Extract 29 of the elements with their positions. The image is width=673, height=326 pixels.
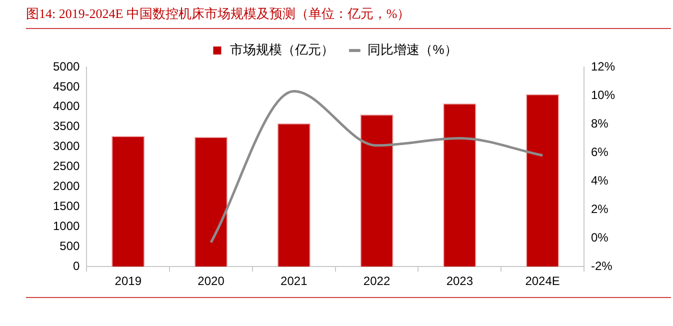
- y-tick-label: 3500: [52, 119, 80, 134]
- y2-tick-label: 12%: [590, 59, 616, 74]
- y-tick-label: 4000: [52, 99, 80, 114]
- chart-title: 图14: 2019-2024E 中国数控机床市场规模及预测（单位：亿元，%）: [26, 4, 671, 29]
- y-tick-label: 5000: [52, 59, 80, 74]
- y2-tick-label: 10%: [590, 88, 616, 102]
- x-tick-label: 2020: [198, 274, 225, 288]
- y-tick-label: 3000: [52, 139, 80, 154]
- y-tick-label: 1500: [52, 199, 80, 214]
- y-tick-label: 1000: [52, 218, 80, 233]
- x-tick-label: 2022: [363, 274, 390, 288]
- line-series: [210, 90, 544, 244]
- x-tick-label: 2024E: [525, 274, 560, 288]
- y-tick-label: 2500: [52, 159, 80, 174]
- y2-tick-label: -2%: [590, 258, 613, 273]
- y2-tick-label: 6%: [590, 144, 609, 159]
- x-tick-label: 2023: [446, 274, 474, 288]
- y-tick-label: 2000: [52, 179, 80, 194]
- y-tick-label: 500: [60, 238, 80, 253]
- legend-label: 同比增速（%）: [368, 42, 458, 58]
- x-tick-label: 2021: [280, 274, 308, 288]
- y2-tick-label: 4%: [590, 173, 609, 188]
- y-tick-label: 4500: [52, 79, 80, 94]
- y2-tick-label: 2%: [590, 202, 609, 216]
- y-tick-label: 0: [73, 258, 80, 273]
- y2-tick-label: 8%: [590, 116, 609, 130]
- legend-label: 市场规模（亿元）: [230, 42, 334, 58]
- y2-tick-label: 0%: [590, 230, 609, 244]
- x-tick-label: 2019: [114, 274, 142, 288]
